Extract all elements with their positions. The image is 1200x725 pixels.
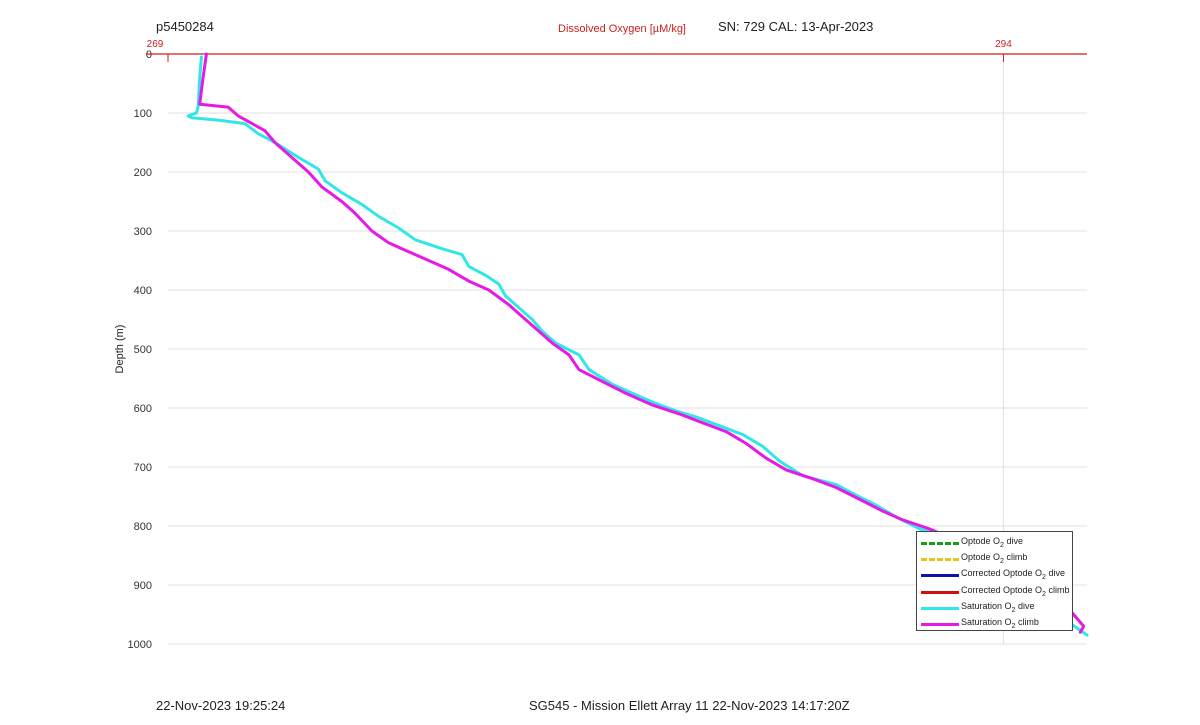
y-tick-label: 200 [134,167,152,179]
y-tick-label: 800 [134,521,152,533]
legend-item: Optode O2 dive [917,535,1074,551]
y-tick-label: 900 [134,580,152,592]
legend-swatch [921,574,959,578]
legend-label: Saturation O2 dive [961,600,1035,614]
footer-mission: SG545 - Mission Ellett Array 11 22-Nov-2… [529,698,850,713]
chart-legend: Optode O2 dive Optode O2 climb Corrected O… [916,531,1073,631]
y-tick-label: 500 [134,344,152,356]
profile-id: p5450284 [156,19,214,34]
y-tick-label: 1000 [128,639,152,651]
legend-swatch [921,590,959,594]
x-tick-label: 269 [147,39,164,50]
y-tick-label: 700 [134,462,152,474]
y-tick-label: 100 [134,108,152,120]
y-tick-label: 0 [146,49,152,61]
legend-item: Corrected Optode O2 dive [917,567,1074,583]
legend-item: Corrected Optode O2 climb [917,584,1074,600]
legend-item: Saturation O2 climb [917,616,1074,632]
y-tick-label: 600 [134,403,152,415]
y-tick-label: 300 [134,226,152,238]
legend-item: Optode O2 climb [917,551,1074,567]
legend-label: Optode O2 dive [961,536,1023,549]
x-tick-label: 294 [995,39,1012,50]
legend-swatch [921,623,959,626]
y-tick-label: 400 [134,285,152,297]
y-axis-label: Depth (m) [114,325,126,374]
x-axis-label: Dissolved Oxygen [µM/kg] [558,23,686,35]
legend-label: Optode O2 climb [961,552,1028,565]
legend-swatch [921,558,959,562]
legend-swatch [921,606,959,610]
legend-label: Corrected Optode O2 dive [961,568,1065,582]
footer-timestamp: 22-Nov-2023 19:25:24 [156,698,286,713]
sensor-info: SN: 729 CAL: 13-Apr-2023 [718,19,874,34]
legend-label: Saturation O2 climb [961,617,1039,630]
legend-item: Saturation O2 dive [917,600,1074,616]
legend-swatch [921,542,959,545]
legend-label: Corrected Optode O2 climb [961,584,1070,598]
